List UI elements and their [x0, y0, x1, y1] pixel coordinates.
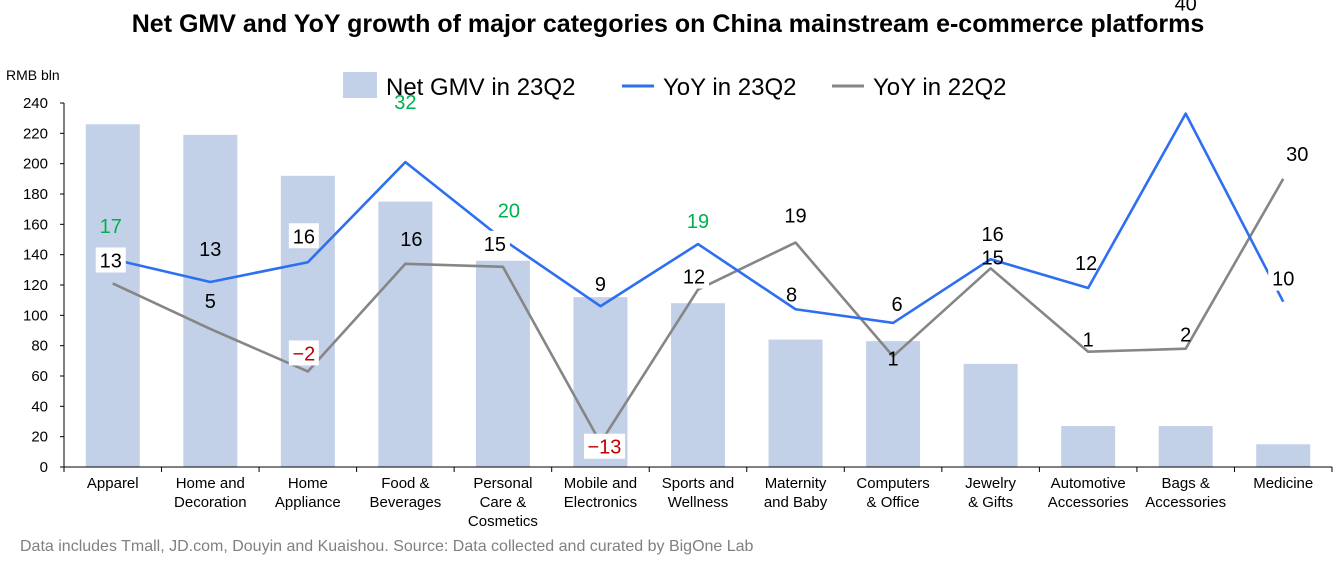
data-label: 15 [484, 234, 506, 256]
data-label: 16 [293, 226, 315, 248]
y-tick-label: 60 [31, 368, 48, 385]
data-label: 1 [888, 348, 899, 370]
x-tick-label: Jewelry & Gifts [965, 475, 1016, 511]
series-line [112, 178, 1285, 445]
data-label: 1 [1083, 330, 1094, 352]
chart-title: Net GMV and YoY growth of major categori… [131, 10, 1205, 38]
data-label-background [95, 247, 126, 273]
data-label: 12 [683, 267, 705, 289]
data-label: 15 [981, 247, 1003, 269]
bar [866, 341, 921, 467]
data-label-background [679, 263, 709, 289]
y-tick-label: 100 [23, 307, 48, 324]
x-tick-label: Maternity and Baby [764, 475, 828, 511]
bar [1158, 426, 1213, 467]
x-tick-label: Bags & Accessories [1145, 475, 1226, 511]
data-label: 16 [981, 224, 1003, 246]
data-label: 8 [786, 284, 797, 306]
data-label: 19 [784, 206, 806, 228]
y-tick-label: 180 [23, 186, 48, 203]
data-label: 40 [1175, 0, 1197, 16]
data-label: 5 [205, 291, 216, 313]
series-line [112, 112, 1285, 325]
axes: 020406080100120140160180200220240Apparel… [23, 95, 1333, 530]
data-label: 10 [1272, 269, 1294, 291]
y-tick-label: 160 [23, 216, 48, 233]
y-tick-label: 200 [23, 156, 48, 173]
legend-label: YoY in 22Q2 [873, 74, 1006, 101]
data-label: 30 [1286, 144, 1308, 166]
x-tick-label: Food & Beverages [370, 475, 442, 511]
footnote: Data includes Tmall, JD.com, Douyin and … [20, 538, 754, 555]
data-label-background [288, 340, 319, 366]
bar [280, 175, 335, 468]
x-tick-label: Automotive Accessories [1048, 475, 1129, 511]
bars [85, 124, 1311, 468]
y-tick-label: 120 [23, 277, 48, 294]
y-tick-label: 220 [23, 125, 48, 142]
lines [112, 112, 1285, 445]
y-tick-label: 240 [23, 95, 48, 112]
y-tick-label: 140 [23, 247, 48, 264]
bar [768, 339, 823, 467]
y-axis-label: RMB bln [6, 67, 60, 83]
bar [1061, 426, 1116, 467]
bar [1256, 444, 1311, 467]
x-tick-label: Sports and Wellness [662, 475, 735, 511]
x-tick-label: Home and Decoration [174, 475, 247, 511]
data-label: 19 [687, 211, 709, 233]
data-label-background [1268, 265, 1299, 291]
x-tick-label: Apparel [87, 475, 139, 492]
x-tick-label: Medicine [1253, 475, 1313, 492]
data-label: 20 [498, 201, 520, 223]
bar [378, 201, 433, 468]
data-label: 2 [1180, 325, 1191, 347]
x-tick-label: Mobile and Electronics [564, 475, 637, 511]
data-label: 13 [100, 250, 122, 272]
legend-label: YoY in 23Q2 [663, 74, 796, 101]
data-label: 12 [1075, 253, 1097, 275]
data-label: −2 [292, 343, 315, 365]
legend-swatch-bar [343, 72, 377, 98]
x-tick-label: Personal Care & Cosmetics [468, 475, 538, 530]
data-label: 13 [199, 239, 221, 261]
bar [963, 363, 1018, 467]
bar [183, 134, 238, 467]
y-tick-label: 80 [31, 338, 48, 355]
y-tick-label: 0 [40, 459, 48, 476]
bar [475, 260, 530, 467]
data-label: 9 [595, 274, 606, 296]
data-label: 6 [892, 294, 903, 316]
data-label-background [583, 433, 625, 459]
y-tick-label: 20 [31, 429, 48, 446]
x-tick-label: Computers & Office [856, 475, 929, 511]
data-label: −13 [587, 437, 621, 459]
bar [85, 124, 140, 467]
bar [671, 303, 725, 467]
data-label-background [288, 223, 319, 249]
data-label: 16 [400, 229, 422, 251]
data-label: 17 [100, 216, 122, 238]
legend-label: Net GMV in 23Q2 [386, 74, 575, 101]
data-label-background [479, 230, 510, 256]
x-tick-label: Home Appliance [275, 475, 341, 511]
data-label: 32 [394, 92, 416, 114]
y-tick-label: 40 [31, 398, 48, 415]
legend: Net GMV in 23Q2 YoY in 23Q2 YoY in 22Q2 [343, 72, 1006, 101]
